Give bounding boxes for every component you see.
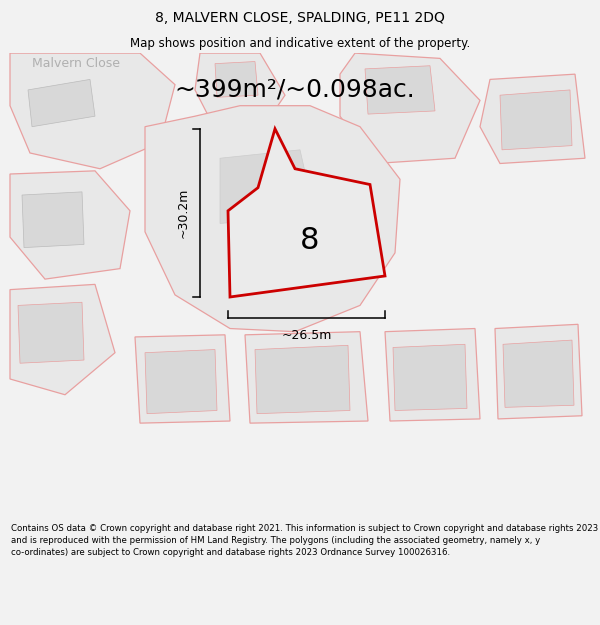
Text: ~26.5m: ~26.5m bbox=[281, 329, 332, 341]
Polygon shape bbox=[10, 53, 175, 169]
Polygon shape bbox=[480, 74, 585, 164]
Text: Contains OS data © Crown copyright and database right 2021. This information is : Contains OS data © Crown copyright and d… bbox=[11, 524, 598, 557]
Polygon shape bbox=[495, 324, 582, 419]
Text: ~399m²/~0.098ac.: ~399m²/~0.098ac. bbox=[175, 78, 415, 102]
Polygon shape bbox=[10, 284, 115, 395]
Polygon shape bbox=[220, 150, 315, 223]
Polygon shape bbox=[145, 349, 217, 414]
Polygon shape bbox=[135, 335, 230, 423]
Polygon shape bbox=[28, 79, 95, 127]
Polygon shape bbox=[365, 66, 435, 114]
Text: 8: 8 bbox=[300, 226, 320, 255]
Text: Malvern Close: Malvern Close bbox=[32, 57, 120, 70]
Polygon shape bbox=[18, 302, 84, 363]
Text: Map shows position and indicative extent of the property.: Map shows position and indicative extent… bbox=[130, 38, 470, 50]
Polygon shape bbox=[393, 344, 467, 411]
Polygon shape bbox=[255, 346, 350, 414]
Polygon shape bbox=[228, 129, 385, 297]
Polygon shape bbox=[245, 332, 368, 423]
Text: ~30.2m: ~30.2m bbox=[177, 188, 190, 238]
Polygon shape bbox=[385, 329, 480, 421]
Polygon shape bbox=[340, 53, 480, 164]
Text: 8, MALVERN CLOSE, SPALDING, PE11 2DQ: 8, MALVERN CLOSE, SPALDING, PE11 2DQ bbox=[155, 11, 445, 24]
Polygon shape bbox=[22, 192, 84, 248]
Polygon shape bbox=[10, 171, 130, 279]
Polygon shape bbox=[503, 340, 574, 408]
Polygon shape bbox=[145, 106, 400, 332]
Polygon shape bbox=[215, 61, 258, 98]
Polygon shape bbox=[500, 90, 572, 150]
Polygon shape bbox=[195, 53, 285, 132]
